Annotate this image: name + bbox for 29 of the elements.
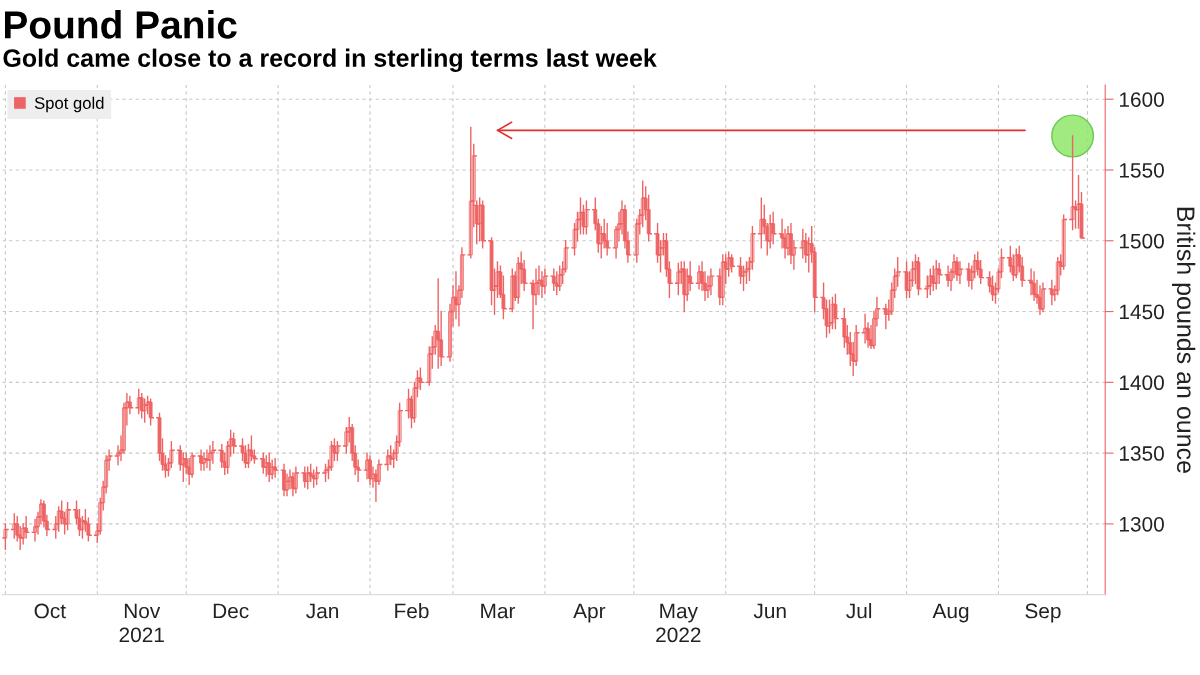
candlestick: [335, 441, 340, 461]
y-tick-label: 1300: [1119, 516, 1164, 532]
candlestick: [1070, 135, 1075, 231]
x-tick-label: Oct: [34, 603, 66, 619]
x-tick-label: Jan: [306, 603, 339, 619]
x-tick-label: Feb: [395, 603, 429, 619]
x-tick-label: Apr: [573, 603, 606, 623]
x-tick-label: Nov 2021: [119, 603, 164, 643]
y-tick-label: 1350: [1119, 446, 1164, 461]
legend-label: Spot gold: [34, 96, 104, 113]
y-tick-label: 1600: [1119, 92, 1164, 107]
candlestick: [231, 432, 236, 454]
x-tick-label: Sep: [1025, 603, 1061, 623]
x-tick-label: Mar: [481, 603, 516, 619]
x-tick-label: Dec: [213, 603, 249, 619]
y-tick-label: 1500: [1119, 233, 1164, 249]
y-tick-label: 1450: [1119, 304, 1164, 320]
y-axis-title: British pounds an ounce: [1171, 207, 1196, 473]
candlestick: [833, 293, 838, 330]
candlestick: [323, 463, 328, 483]
x-tick-label: Jun: [753, 603, 786, 619]
y-tick-label: 1400: [1119, 375, 1164, 391]
chart-subtitle: Gold came close to a record in sterling terms last week: [3, 48, 657, 73]
x-tick-label: Aug: [932, 603, 969, 623]
candlestick: [584, 200, 589, 235]
chart-title: Pound Panic: [5, 10, 237, 39]
x-tick-label: Jul: [846, 603, 872, 619]
y-tick-label: 1550: [1119, 162, 1164, 178]
x-tick-label: May 2022: [656, 603, 701, 643]
